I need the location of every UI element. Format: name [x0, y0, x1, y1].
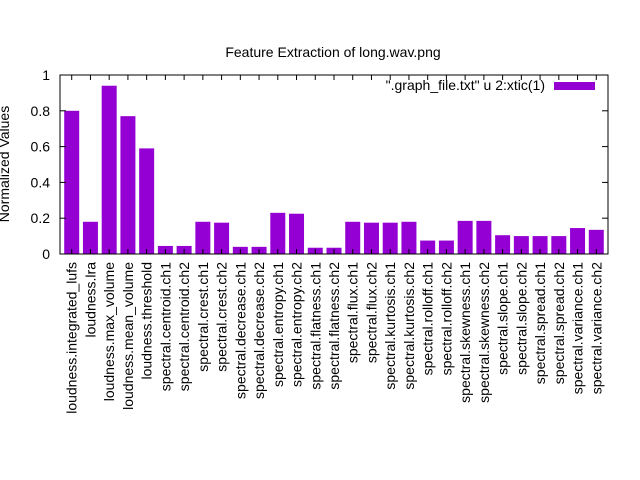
y-tick-label: 1	[42, 67, 50, 83]
x-tick-label: loudness.threshold	[139, 262, 155, 380]
bar-spectral-variance-ch1	[570, 228, 586, 254]
bar-spectral-entropy-ch2	[289, 213, 305, 254]
bar-spectral-flux-ch2	[363, 222, 379, 254]
bar-spectral-entropy-ch1	[270, 212, 286, 254]
x-tick-label: spectral.rolloff.ch2	[438, 262, 454, 376]
y-tick-label: 0.6	[31, 139, 51, 155]
bar-spectral-skewness-ch1	[457, 220, 473, 254]
bar-loudness-lra	[82, 221, 98, 254]
bar-spectral-slope-ch1	[495, 235, 511, 254]
x-tick-label: spectral.flatness.ch2	[326, 262, 342, 390]
x-tick-label: spectral.crest.ch2	[214, 262, 230, 372]
bar-spectral-spread-ch2	[551, 236, 567, 254]
x-axis-ticks: loudness.integrated_lufs loudness.lra loud…	[64, 75, 604, 414]
legend-label: ".graph_file.txt" u 2:xtic(1)	[386, 77, 545, 93]
bar-spectral-spread-ch1	[532, 236, 548, 254]
x-tick-label: loudness.max_volume	[101, 262, 117, 402]
y-axis-label: Normalized Values	[0, 106, 12, 222]
x-tick-label: spectral.variance.ch2	[588, 262, 604, 395]
x-tick-label: spectral.flatness.ch1	[307, 262, 323, 390]
x-tick-label: spectral.centroid.ch2	[176, 262, 192, 391]
x-tick-label: spectral.variance.ch1	[570, 262, 586, 395]
x-tick-label: spectral.slope.ch2	[513, 262, 529, 375]
x-tick-label: spectral.spread.ch1	[532, 262, 548, 384]
x-tick-label: loudness.integrated_lufs	[64, 262, 80, 414]
x-tick-label: spectral.slope.ch1	[495, 262, 511, 375]
x-tick-label: spectral.decrease.ch1	[232, 262, 248, 399]
legend-swatch	[554, 82, 595, 90]
x-tick-label: spectral.skewness.ch2	[476, 262, 492, 403]
x-tick-label: spectral.kurtosis.ch1	[382, 262, 398, 390]
bars-group	[64, 85, 604, 255]
bar-spectral-flux-ch1	[345, 221, 361, 254]
bar-loudness-integrated-lufs	[64, 110, 80, 254]
legend: ".graph_file.txt" u 2:xtic(1)	[386, 77, 595, 93]
bar-spectral-kurtosis-ch1	[382, 222, 398, 254]
bar-spectral-rolloff-ch1	[420, 240, 436, 254]
y-tick-label: 0.8	[31, 103, 51, 119]
x-tick-label: spectral.crest.ch1	[195, 262, 211, 372]
x-tick-label: spectral.entropy.ch1	[270, 262, 286, 387]
x-tick-label: spectral.decrease.ch2	[251, 262, 267, 399]
x-tick-label: spectral.skewness.ch1	[457, 262, 473, 403]
y-tick-label: 0.4	[31, 174, 51, 190]
y-tick-label: 0	[42, 246, 50, 262]
x-tick-label: spectral.kurtosis.ch2	[401, 262, 417, 390]
y-tick-label: 0.2	[31, 210, 51, 226]
x-tick-label: spectral.flux.ch1	[345, 262, 361, 363]
bar-spectral-skewness-ch2	[476, 220, 492, 254]
bar-loudness-mean-volume	[120, 116, 136, 254]
x-tick-label: spectral.rolloff.ch1	[420, 262, 436, 376]
y-axis-ticks: 0 0.2 0.4 0.6 0.8 1	[31, 67, 608, 262]
x-tick-label: spectral.entropy.ch2	[289, 262, 305, 387]
x-tick-label: spectral.flux.ch2	[363, 262, 379, 363]
bar-spectral-variance-ch2	[588, 229, 604, 254]
chart-title: Feature Extraction of long.wav.png	[225, 44, 440, 60]
bar-spectral-crest-ch2	[214, 222, 230, 254]
bar-spectral-rolloff-ch2	[438, 240, 454, 254]
bar-spectral-crest-ch1	[195, 221, 211, 254]
plot-frame	[59, 74, 609, 255]
bar-spectral-kurtosis-ch2	[401, 221, 417, 254]
bar-spectral-slope-ch2	[513, 236, 529, 254]
x-tick-label: loudness.mean_volume	[120, 262, 136, 410]
x-tick-label: loudness.lra	[82, 262, 98, 338]
bar-loudness-threshold	[139, 148, 155, 254]
x-tick-label: spectral.spread.ch2	[551, 262, 567, 384]
x-tick-label: spectral.centroid.ch1	[157, 262, 173, 391]
bar-loudness-max-volume	[101, 85, 117, 255]
